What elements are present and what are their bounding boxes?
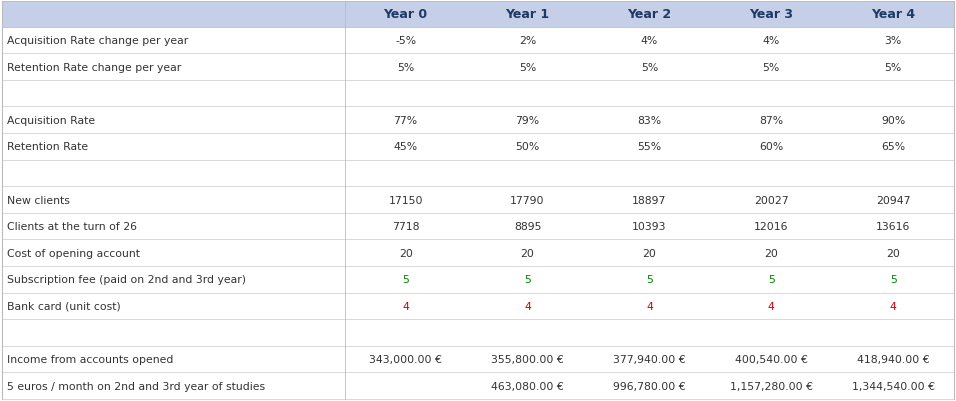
Text: 996,780.00 €: 996,780.00 € bbox=[613, 381, 685, 391]
Bar bbox=[2, 134, 954, 160]
Bar bbox=[2, 266, 954, 293]
Bar bbox=[2, 54, 954, 81]
Text: 5: 5 bbox=[524, 275, 531, 285]
Bar bbox=[2, 187, 954, 213]
Text: 79%: 79% bbox=[515, 115, 539, 126]
Bar bbox=[2, 107, 954, 134]
Text: Acquisition Rate change per year: Acquisition Rate change per year bbox=[7, 36, 188, 46]
Text: 4: 4 bbox=[890, 301, 897, 311]
Text: Acquisition Rate: Acquisition Rate bbox=[7, 115, 95, 126]
Text: 20: 20 bbox=[521, 248, 534, 258]
Text: 20: 20 bbox=[765, 248, 778, 258]
Text: 20: 20 bbox=[399, 248, 413, 258]
Text: 5: 5 bbox=[402, 275, 409, 285]
Text: 4%: 4% bbox=[763, 36, 780, 46]
Text: 2%: 2% bbox=[519, 36, 536, 46]
Bar bbox=[2, 2, 954, 28]
Text: 4: 4 bbox=[646, 301, 653, 311]
Bar bbox=[2, 293, 954, 320]
Text: 10393: 10393 bbox=[632, 222, 666, 231]
Text: -5%: -5% bbox=[395, 36, 416, 46]
Bar bbox=[2, 160, 954, 187]
Text: Year 2: Year 2 bbox=[627, 8, 671, 21]
Text: Clients at the turn of 26: Clients at the turn of 26 bbox=[7, 222, 137, 231]
Bar bbox=[2, 320, 954, 346]
Text: 65%: 65% bbox=[881, 142, 905, 152]
Text: 4: 4 bbox=[402, 301, 409, 311]
Text: 377,940.00 €: 377,940.00 € bbox=[613, 354, 685, 364]
Text: 20: 20 bbox=[886, 248, 901, 258]
Text: 3%: 3% bbox=[884, 36, 902, 46]
Text: 8895: 8895 bbox=[513, 222, 541, 231]
Text: 463,080.00 €: 463,080.00 € bbox=[491, 381, 564, 391]
Text: 7718: 7718 bbox=[392, 222, 420, 231]
Text: 5%: 5% bbox=[763, 63, 780, 73]
Bar bbox=[2, 346, 954, 373]
Text: New clients: New clients bbox=[7, 195, 70, 205]
Text: 17790: 17790 bbox=[511, 195, 545, 205]
Text: 5%: 5% bbox=[641, 63, 658, 73]
Text: 5: 5 bbox=[768, 275, 774, 285]
Text: 418,940.00 €: 418,940.00 € bbox=[857, 354, 929, 364]
Text: Cost of opening account: Cost of opening account bbox=[7, 248, 140, 258]
Text: 4: 4 bbox=[524, 301, 531, 311]
Text: 1,344,540.00 €: 1,344,540.00 € bbox=[852, 381, 935, 391]
Text: Year 1: Year 1 bbox=[506, 8, 550, 21]
Text: 355,800.00 €: 355,800.00 € bbox=[491, 354, 564, 364]
Text: 60%: 60% bbox=[759, 142, 783, 152]
Text: 5: 5 bbox=[646, 275, 653, 285]
Text: 18897: 18897 bbox=[632, 195, 666, 205]
Text: 400,540.00 €: 400,540.00 € bbox=[735, 354, 808, 364]
Text: Income from accounts opened: Income from accounts opened bbox=[7, 354, 173, 364]
Bar bbox=[2, 28, 954, 54]
Text: 20027: 20027 bbox=[754, 195, 789, 205]
Text: Year 0: Year 0 bbox=[383, 8, 427, 21]
Text: Subscription fee (paid on 2nd and 3rd year): Subscription fee (paid on 2nd and 3rd ye… bbox=[7, 275, 246, 285]
Text: Bank card (unit cost): Bank card (unit cost) bbox=[7, 301, 120, 311]
Text: 1,157,280.00 €: 1,157,280.00 € bbox=[729, 381, 813, 391]
Bar bbox=[2, 81, 954, 107]
Text: 4: 4 bbox=[768, 301, 774, 311]
Text: Retention Rate change per year: Retention Rate change per year bbox=[7, 63, 181, 73]
Bar bbox=[2, 213, 954, 240]
Text: 5%: 5% bbox=[884, 63, 902, 73]
Text: 4%: 4% bbox=[641, 36, 658, 46]
Text: 5%: 5% bbox=[397, 63, 414, 73]
Text: 5 euros / month on 2nd and 3rd year of studies: 5 euros / month on 2nd and 3rd year of s… bbox=[7, 381, 265, 391]
Text: 83%: 83% bbox=[638, 115, 662, 126]
Text: 343,000.00 €: 343,000.00 € bbox=[369, 354, 442, 364]
Text: Retention Rate: Retention Rate bbox=[7, 142, 88, 152]
Text: 50%: 50% bbox=[515, 142, 539, 152]
Text: Year 4: Year 4 bbox=[871, 8, 915, 21]
Text: 5%: 5% bbox=[519, 63, 536, 73]
Text: 12016: 12016 bbox=[754, 222, 789, 231]
Text: 90%: 90% bbox=[881, 115, 905, 126]
Text: 77%: 77% bbox=[394, 115, 418, 126]
Bar bbox=[2, 373, 954, 399]
Text: 5: 5 bbox=[890, 275, 897, 285]
Text: 20947: 20947 bbox=[876, 195, 910, 205]
Text: Year 3: Year 3 bbox=[750, 8, 793, 21]
Text: 55%: 55% bbox=[638, 142, 662, 152]
Text: 87%: 87% bbox=[759, 115, 783, 126]
Text: 17150: 17150 bbox=[388, 195, 423, 205]
Bar bbox=[2, 240, 954, 266]
Text: 20: 20 bbox=[642, 248, 657, 258]
Text: 13616: 13616 bbox=[876, 222, 910, 231]
Text: 45%: 45% bbox=[394, 142, 418, 152]
